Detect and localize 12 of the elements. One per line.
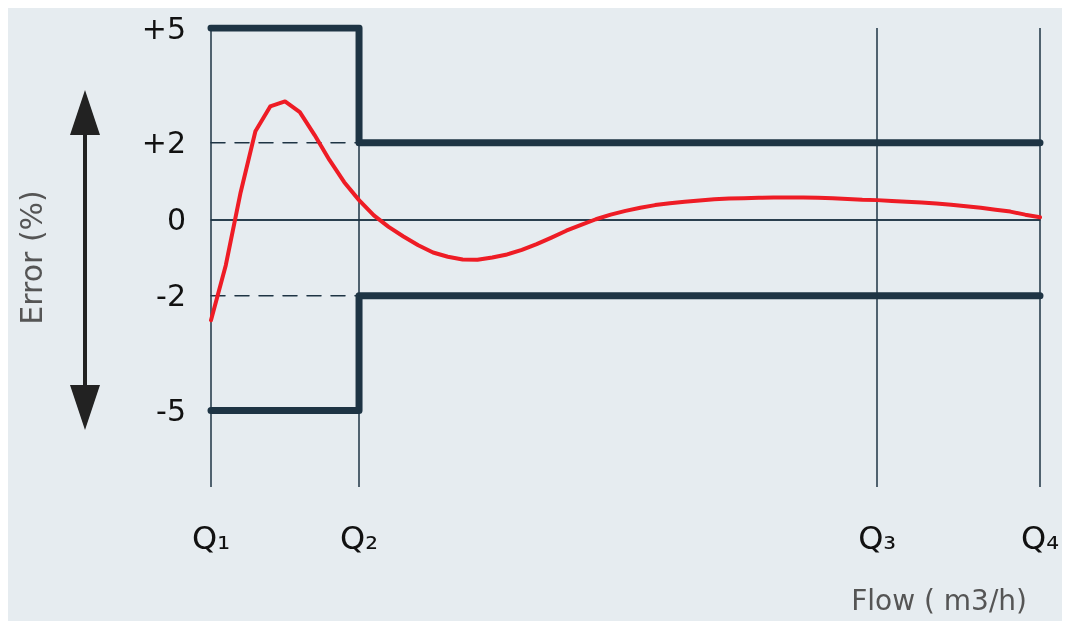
y-tick-label: +2 <box>141 125 186 161</box>
x-tick-label: Q₃ <box>858 519 897 557</box>
y-tick-label: 0 <box>166 201 186 237</box>
y-tick-label: +5 <box>141 10 186 46</box>
x-tick-label: Q₁ <box>191 519 231 557</box>
y-tick-label: -5 <box>156 393 186 428</box>
x-axis-title: Flow ( m3/h) <box>851 583 1028 617</box>
x-tick-label: Q₂ <box>340 519 379 557</box>
y-tick-label: -2 <box>156 278 186 314</box>
line-series <box>209 99 1042 323</box>
x-tick-label: Q₄ <box>1020 519 1059 557</box>
y-axis-title: Error (%) <box>13 190 49 325</box>
